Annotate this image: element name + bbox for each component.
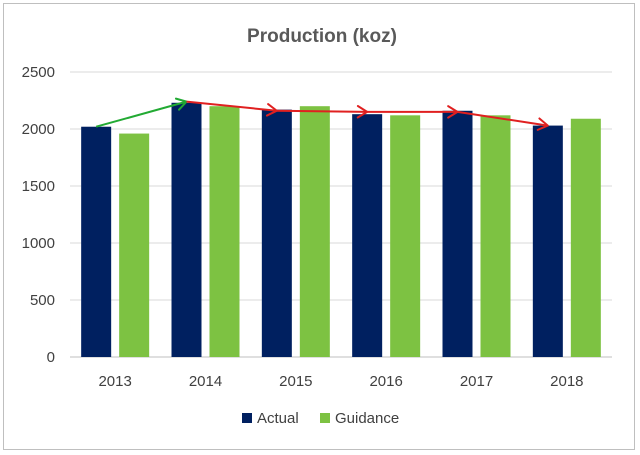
bar-actual-2018	[532, 125, 563, 357]
y-tick-label: 0	[47, 349, 55, 366]
bar-actual-2016	[352, 114, 383, 358]
bar-guidance-2016	[390, 115, 421, 357]
x-axis-ticks: 2013 2014 2015 2016 2017 2018	[98, 373, 583, 390]
y-tick-label: 2000	[22, 121, 55, 138]
bar-actual-2015	[261, 109, 292, 358]
bar-actual-2014	[171, 102, 202, 357]
trend-arrows	[95, 97, 549, 131]
x-tick-label: 2015	[279, 373, 312, 390]
bar-guidance-2013	[119, 133, 150, 357]
bar-guidance-2015	[299, 106, 330, 357]
bar-actual-2017	[442, 110, 473, 357]
y-tick-label: 2500	[22, 64, 55, 81]
y-tick-label: 500	[30, 292, 55, 309]
x-tick-label: 2017	[460, 373, 493, 390]
legend-label-guidance: Guidance	[335, 410, 399, 427]
chart-title: Production (koz)	[247, 26, 397, 47]
grid-lines	[70, 71, 612, 358]
y-tick-label: 1500	[22, 178, 55, 195]
legend-swatch-guidance	[320, 413, 330, 423]
x-tick-label: 2013	[98, 373, 131, 390]
legend: Actual Guidance	[242, 410, 399, 427]
legend-swatch-actual	[242, 413, 252, 423]
x-tick-label: 2014	[189, 373, 222, 390]
x-tick-label: 2018	[550, 373, 583, 390]
x-tick-label: 2016	[369, 373, 402, 390]
y-tick-label: 1000	[22, 235, 55, 252]
bar-guidance-2018	[570, 118, 601, 358]
bars	[81, 102, 601, 358]
legend-label-actual: Actual	[257, 410, 299, 427]
bar-guidance-2014	[209, 106, 240, 357]
bar-guidance-2017	[480, 115, 511, 357]
trend-arrow-5	[457, 110, 549, 131]
y-axis-ticks: 0 500 1000 1500 2000 2500	[22, 64, 55, 366]
bar-actual-2013	[81, 126, 112, 357]
